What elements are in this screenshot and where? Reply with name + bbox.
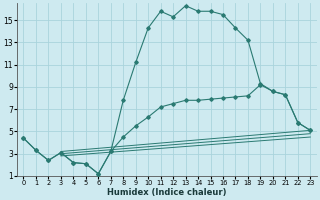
X-axis label: Humidex (Indice chaleur): Humidex (Indice chaleur) (107, 188, 227, 197)
